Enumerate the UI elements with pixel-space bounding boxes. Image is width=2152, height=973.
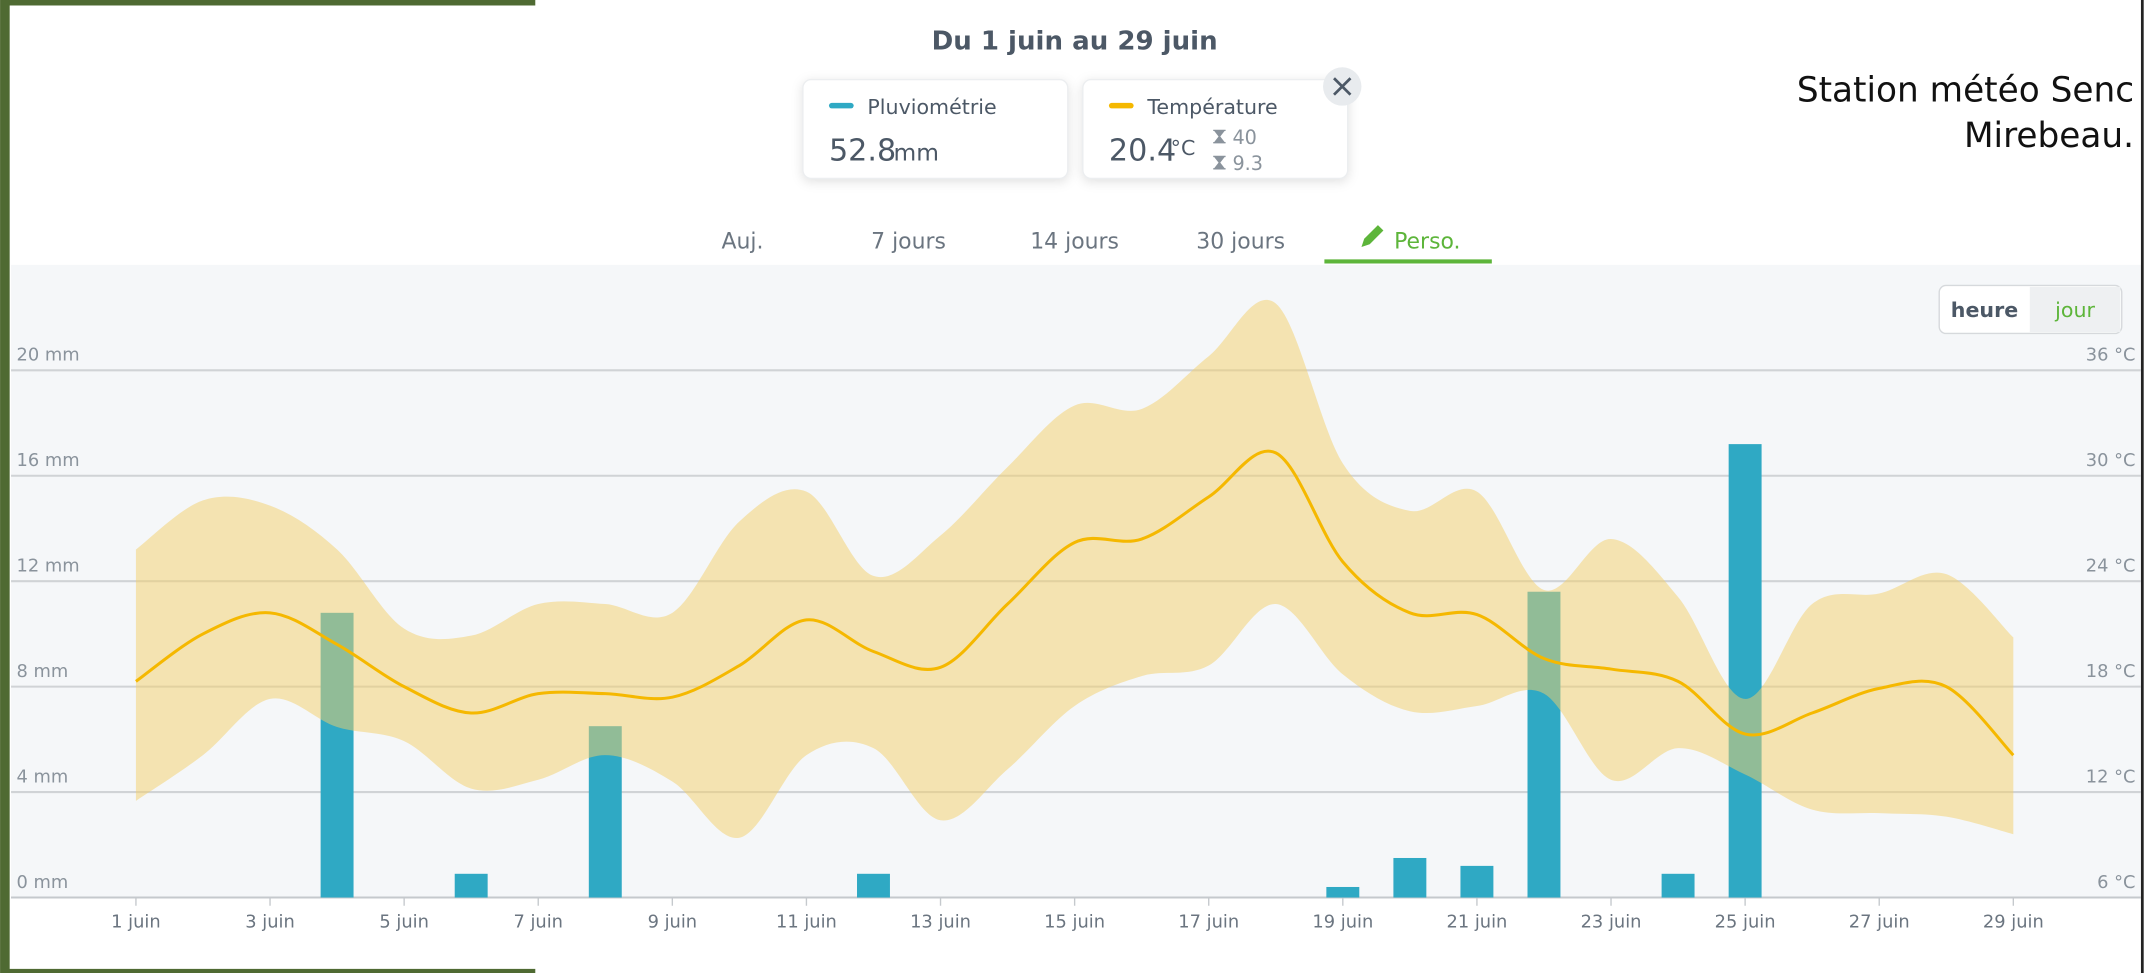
x-tick-label: 25 juin <box>1715 912 1776 933</box>
x-tick-label: 23 juin <box>1581 912 1642 933</box>
y-tick-label: 12 mm <box>17 556 80 577</box>
toggle-option[interactable]: heure <box>1951 298 2018 322</box>
rain-total: 52.8 <box>829 134 896 169</box>
close-button[interactable] <box>1323 67 1361 105</box>
y2-tick-label: 6 °C <box>2097 872 2135 893</box>
x-tick-label: 21 juin <box>1446 912 1507 933</box>
tab-underline <box>1324 259 1491 263</box>
x-tick-label: 9 juin <box>648 912 698 933</box>
x-tick-label: 27 juin <box>1849 912 1910 933</box>
legend-swatch <box>829 103 854 108</box>
y2-tick-label: 24 °C <box>2086 556 2136 577</box>
temperature-min: 9.3 <box>1232 152 1263 175</box>
rain-bar <box>1460 866 1493 898</box>
granularity-toggle: heure jour <box>1939 285 2122 333</box>
x-tick-label: 11 juin <box>776 912 837 933</box>
rain-card: Pluviométrie 52.8 mm <box>803 80 1068 179</box>
tab[interactable]: 14 jours <box>1030 229 1119 254</box>
y2-tick-label: 12 °C <box>2086 766 2136 787</box>
x-tick-label: 29 juin <box>1983 912 2044 933</box>
x-tick-label: 19 juin <box>1312 912 1373 933</box>
station-name: Station météo Senc <box>1797 71 2134 111</box>
tab[interactable]: 7 jours <box>871 229 946 254</box>
toggle-option[interactable]: jour <box>2054 298 2095 322</box>
screen: Du 1 juin au 29 juin Station météo Senc … <box>0 0 2152 973</box>
station-name: Mirebeau. <box>1964 116 2134 156</box>
y-tick-label: 8 mm <box>17 661 69 682</box>
rain-bar <box>1662 874 1695 898</box>
tab[interactable]: Auj. <box>722 229 764 254</box>
x-tick-label: 7 juin <box>513 912 563 933</box>
tab[interactable]: 30 jours <box>1196 229 1285 254</box>
y2-tick-label: 30 °C <box>2086 450 2136 471</box>
x-tick-label: 15 juin <box>1044 912 1105 933</box>
x-tick-label: 17 juin <box>1178 912 1239 933</box>
period-title: Du 1 juin au 29 juin <box>932 26 1218 56</box>
y2-tick-label: 18 °C <box>2086 661 2136 682</box>
rain-bar <box>1729 444 1762 897</box>
legend-label: Température <box>1146 95 1277 119</box>
temperature-average: 20.4 <box>1109 134 1176 169</box>
rain-bar <box>1326 887 1359 898</box>
y-tick-label: 4 mm <box>17 766 69 787</box>
rain-bar <box>857 874 890 898</box>
rain-bar <box>1393 858 1426 898</box>
rain-unit: mm <box>893 139 938 167</box>
x-tick-label: 1 juin <box>111 912 161 933</box>
rain-bar <box>455 874 488 898</box>
temperature-card: Température 20.4 °C 40 9.3 <box>1083 80 1348 179</box>
y-tick-label: 20 mm <box>17 345 80 366</box>
temperature-max: 40 <box>1232 126 1256 149</box>
y-tick-label: 0 mm <box>17 872 69 893</box>
temperature-unit: °C <box>1171 136 1196 160</box>
tab[interactable]: Perso. <box>1394 229 1460 254</box>
y-tick-label: 16 mm <box>17 450 80 471</box>
x-tick-label: 5 juin <box>379 912 429 933</box>
y2-tick-label: 36 °C <box>2086 345 2136 366</box>
legend-label: Pluviométrie <box>867 95 996 119</box>
x-tick-label: 3 juin <box>245 912 295 933</box>
x-tick-label: 13 juin <box>910 912 971 933</box>
legend-swatch <box>1109 103 1134 108</box>
